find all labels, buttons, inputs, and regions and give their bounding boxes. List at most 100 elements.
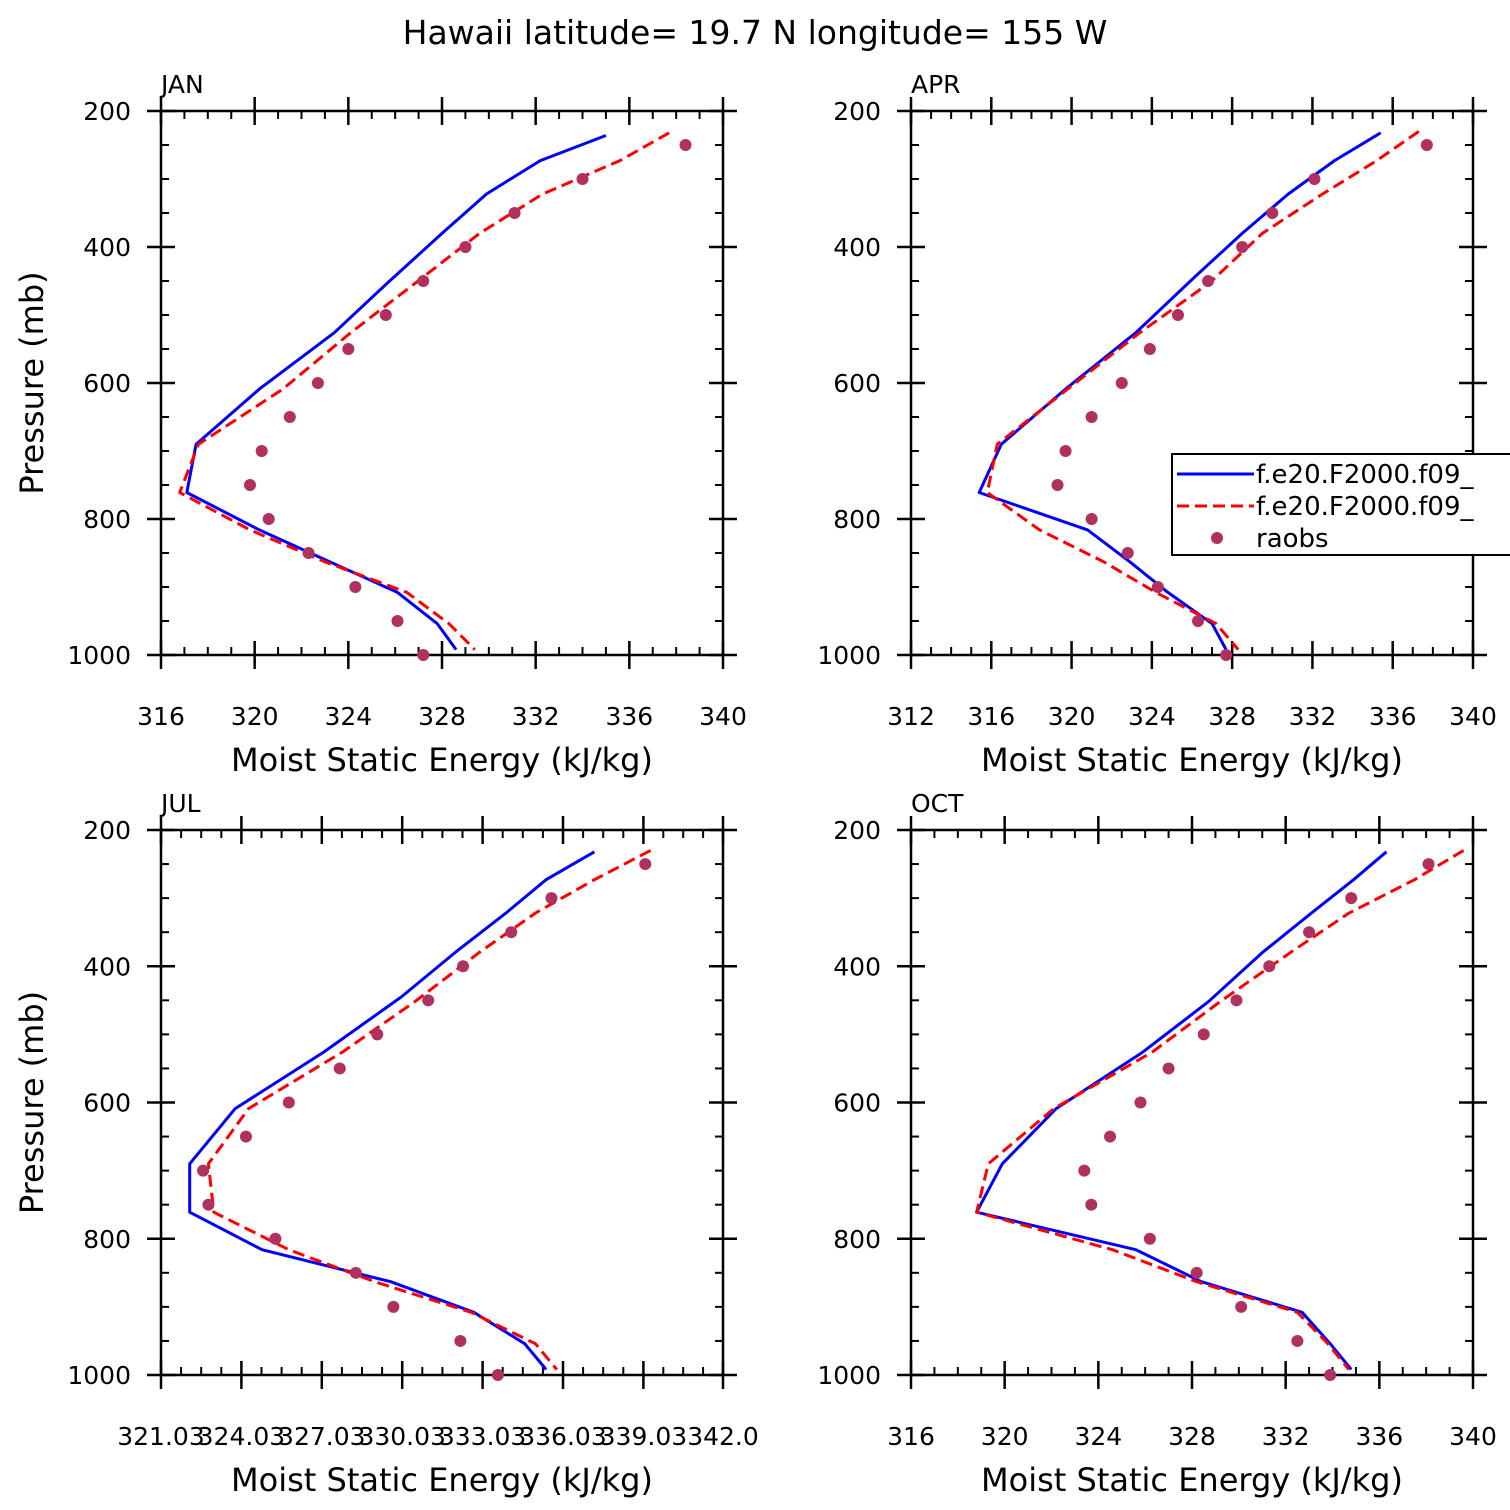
data-point: [1121, 547, 1134, 559]
panel-title: JUL: [159, 789, 201, 818]
data-point: [239, 1130, 252, 1143]
x-tick-label: 336: [605, 702, 653, 731]
y-tick-label: 600: [83, 369, 131, 398]
data-point: [576, 173, 589, 185]
series-line-solid: [975, 850, 1388, 1371]
legend-marker: [1211, 532, 1223, 544]
x-tick-label: 316: [137, 702, 185, 731]
data-point: [508, 207, 521, 219]
data-point: [679, 139, 692, 151]
x-tick-label: 312: [887, 702, 935, 731]
plot-frame: [159, 109, 725, 657]
panel-title: JAN: [159, 70, 204, 99]
y-tick-label: 800: [833, 1225, 881, 1254]
series-raobs: [1078, 858, 1435, 1381]
y-tick-label: 1000: [817, 641, 881, 670]
data-point: [311, 377, 324, 389]
data-point: [1059, 445, 1072, 457]
data-point: [422, 994, 435, 1007]
data-point: [545, 892, 558, 905]
x-tick-label: 340: [1449, 1422, 1497, 1451]
series-line-dashed: [206, 849, 652, 1371]
y-tick-label: 1000: [817, 1361, 881, 1390]
panel-jan: 200 400 600 800 1000 316 320 324 328 332 336 340 JAN…: [13, 70, 747, 779]
x-tick-label: 336.03: [519, 1422, 606, 1451]
y-tick-label: 200: [833, 97, 881, 126]
y-tick-label: 400: [83, 233, 131, 262]
data-point: [1192, 615, 1205, 627]
x-axis-label: Moist Static Energy (kJ/kg): [231, 1461, 653, 1499]
x-tick-label: 324: [1128, 702, 1176, 731]
data-point: [1324, 1369, 1337, 1381]
data-point: [1303, 926, 1316, 939]
x-tick-label: 332: [1289, 702, 1337, 731]
panel-title: OCT: [911, 789, 964, 818]
data-point: [302, 547, 315, 559]
series-raobs: [1051, 139, 1433, 661]
data-point: [349, 581, 362, 593]
series-line-dashed: [985, 130, 1420, 651]
y-axis-label: Pressure (mb): [13, 271, 51, 494]
x-tick-label: 321.03: [117, 1422, 204, 1451]
panels: 200 400 600 800 1000 316 320 324 328 332 336 340 JAN…: [13, 70, 1497, 1499]
y-tick-label: 600: [833, 369, 881, 398]
data-point: [1263, 960, 1276, 973]
data-point: [342, 343, 355, 355]
data-point: [1345, 892, 1358, 905]
data-point: [417, 649, 430, 661]
data-point: [1308, 173, 1321, 185]
data-point: [1085, 1198, 1098, 1211]
x-tick-label: 328: [1208, 702, 1256, 731]
x-tick-label: 332: [1262, 1422, 1310, 1451]
x-tick-label: 339.03: [600, 1422, 687, 1451]
panel-title: APR: [911, 70, 961, 99]
data-point: [1085, 411, 1098, 423]
data-point: [1202, 275, 1215, 287]
data-point: [1115, 377, 1128, 389]
data-point: [333, 1062, 346, 1075]
data-point: [1291, 1334, 1304, 1347]
legend-box: [1171, 453, 1510, 556]
data-point: [457, 960, 470, 973]
data-point: [639, 858, 652, 871]
data-point: [1236, 241, 1249, 253]
series-line-dashed: [178, 131, 670, 651]
data-point: [1143, 343, 1156, 355]
x-tick-label: 316: [967, 702, 1015, 731]
data-point: [255, 445, 268, 457]
data-point: [1143, 1232, 1156, 1245]
data-point: [505, 926, 518, 939]
x-tick-label: 327.03: [278, 1422, 365, 1451]
plot-frame: [909, 109, 1475, 657]
x-tick-label: 336: [1355, 1422, 1403, 1451]
y-tick-label: 800: [83, 1225, 131, 1254]
data-point: [269, 1232, 282, 1245]
data-point: [1051, 479, 1064, 491]
y-axis-label: Pressure (mb): [13, 991, 51, 1214]
y-tick-label: 800: [83, 505, 131, 534]
data-point: [1078, 1164, 1091, 1177]
y-tick-label: 200: [83, 97, 131, 126]
x-tick-label: 330.03: [358, 1422, 445, 1451]
y-tick-label: 200: [83, 816, 131, 845]
data-point: [243, 479, 256, 491]
x-tick-label: 316: [887, 1422, 935, 1451]
series-raobs: [243, 139, 692, 661]
figure-title: Hawaii latitude= 19.7 N longitude= 155 W: [403, 13, 1108, 52]
y-tick-label: 1000: [67, 641, 131, 670]
x-tick-label: 328: [1168, 1422, 1216, 1451]
data-point: [282, 1096, 295, 1109]
x-tick-label: 320: [1048, 702, 1096, 731]
panel-jul: 200 400 600 800 1000 321.03324.03327.03330.03…: [13, 789, 759, 1499]
data-point: [1104, 1130, 1117, 1143]
series-raobs: [197, 858, 652, 1381]
x-axis-label: Moist Static Energy (kJ/kg): [981, 1461, 1403, 1499]
x-tick-label: 333.03: [439, 1422, 526, 1451]
y-tick-label: 1000: [67, 1361, 131, 1390]
y-tick-label: 600: [83, 1089, 131, 1118]
panel-oct: 200 400 600 800 1000 316 320 324 328 332 336 340 OCT…: [817, 789, 1496, 1499]
y-tick-label: 600: [833, 1089, 881, 1118]
plot-frame: [909, 828, 1475, 1377]
x-tick-label: 342.0: [687, 1422, 759, 1451]
